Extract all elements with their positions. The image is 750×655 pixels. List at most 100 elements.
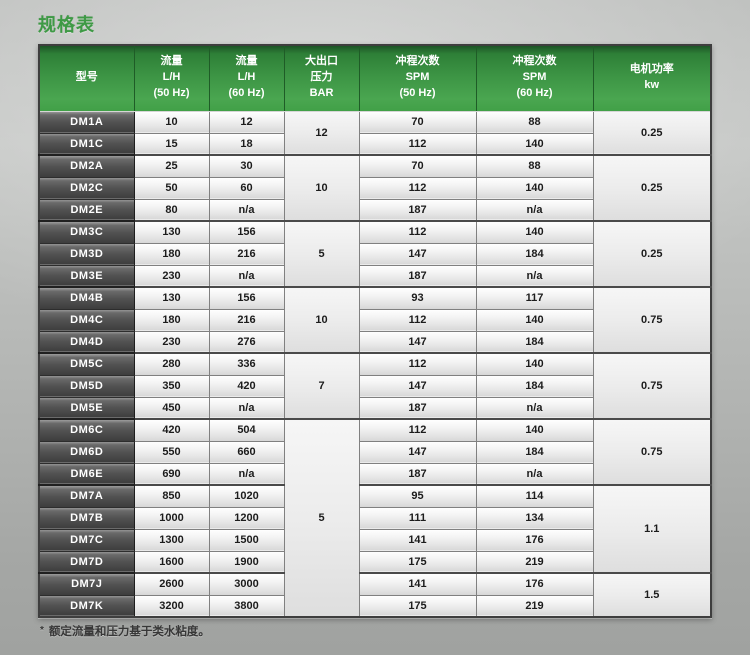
table-row: DM7D 1600 1900 175 219: [39, 550, 711, 574]
footnote: * 额定流量和压力基于类水粘度。: [40, 623, 210, 639]
column-header-pressure-bar: 大出口 压力 BAR: [284, 45, 360, 112]
column-header-model: 型号: [39, 45, 135, 112]
flow-50hz-cell: 1300: [133, 528, 210, 552]
motor-kw-cell: 0.75: [592, 352, 712, 420]
table-row: DM6D 550 660 147 184: [39, 440, 711, 464]
spm-50hz-cell: 112: [358, 418, 477, 442]
spm-60hz-cell: 184: [475, 330, 594, 354]
spm-60hz-cell: 176: [475, 528, 594, 552]
flow-50hz-cell: 280: [133, 352, 210, 376]
motor-kw-cell: 0.75: [592, 418, 712, 486]
flow-60hz-cell: 156: [208, 286, 285, 310]
flow-50hz-cell: 3200: [133, 594, 210, 618]
pressure-bar-cell: 10: [283, 286, 360, 354]
model-cell: DM4D: [39, 331, 135, 354]
spm-50hz-cell: 141: [358, 528, 477, 552]
flow-60hz-cell: n/a: [208, 264, 285, 288]
flow-60hz-cell: n/a: [208, 396, 285, 420]
table-row: DM7C 1300 1500 141 176: [39, 528, 711, 552]
table-row: DM2C 50 60 112 140: [39, 176, 711, 200]
model-cell: DM3E: [39, 265, 135, 288]
spm-60hz-cell: 176: [475, 572, 594, 596]
flow-50hz-cell: 420: [133, 418, 210, 442]
spm-60hz-cell: 140: [475, 220, 594, 244]
spm-50hz-cell: 187: [358, 396, 477, 420]
flow-50hz-cell: 1000: [133, 506, 210, 530]
spm-60hz-cell: 184: [475, 242, 594, 266]
spm-60hz-cell: 140: [475, 132, 594, 156]
model-cell: DM7C: [39, 529, 135, 552]
column-header-flow-50hz: 流量 L/H (50 Hz): [134, 45, 210, 112]
table-row: DM4B 130 156 10 93 117 0.75: [39, 286, 712, 354]
spec-table: 型号 流量 L/H (50 Hz) 流量 L/H (60 Hz) 大出口 压力 …: [38, 44, 712, 618]
column-header-motor-kw: 电机功率 kw: [593, 45, 711, 112]
model-cell: DM6D: [39, 441, 135, 464]
model-cell: DM4B: [39, 286, 135, 310]
pressure-bar-cell: 5: [283, 220, 360, 288]
model-cell: DM6E: [39, 463, 135, 486]
flow-50hz-cell: 130: [133, 286, 210, 310]
spm-60hz-cell: n/a: [475, 198, 594, 222]
flow-60hz-cell: 30: [208, 154, 285, 178]
spm-50hz-cell: 111: [358, 506, 477, 530]
spm-60hz-cell: 219: [475, 550, 594, 574]
spm-50hz-cell: 147: [358, 330, 477, 354]
spm-60hz-cell: 140: [475, 352, 594, 376]
flow-50hz-cell: 230: [133, 264, 210, 288]
flow-60hz-cell: 12: [208, 110, 285, 134]
flow-50hz-cell: 80: [133, 198, 210, 222]
motor-kw-cell: 1.5: [592, 572, 712, 618]
table-row: DM4C 180 216 112 140: [39, 308, 711, 332]
table-row: DM5E 450 n/a 187 n/a: [39, 396, 711, 420]
spm-60hz-cell: n/a: [475, 396, 594, 420]
table-row: DM2A 25 30 10 70 88 0.25: [39, 154, 712, 222]
spm-50hz-cell: 141: [358, 572, 477, 596]
table-row: DM6E 690 n/a 187 n/a: [39, 462, 711, 486]
flow-60hz-cell: 504: [208, 418, 285, 442]
spm-60hz-cell: n/a: [475, 462, 594, 486]
model-cell: DM2E: [39, 199, 135, 222]
spm-50hz-cell: 175: [358, 594, 477, 618]
flow-60hz-cell: n/a: [208, 198, 285, 222]
model-cell: DM2C: [39, 177, 135, 200]
flow-50hz-cell: 130: [133, 220, 210, 244]
spec-table-body: DM1A 10 12 12 70 88 0.25 DM1C 15 18 112 140 DM2A 25 30…: [39, 110, 712, 618]
spm-60hz-cell: n/a: [475, 264, 594, 288]
table-row: DM5C 280 336 7 112 140 0.75: [39, 352, 712, 420]
model-cell: DM6C: [39, 418, 135, 442]
spm-50hz-cell: 112: [358, 308, 477, 332]
motor-kw-cell: 1.1: [592, 484, 712, 574]
model-cell: DM5C: [39, 352, 135, 376]
spm-60hz-cell: 219: [475, 594, 594, 618]
flow-50hz-cell: 180: [133, 242, 210, 266]
model-cell: DM5D: [39, 375, 135, 398]
pressure-bar-cell: 5: [283, 418, 360, 618]
spm-50hz-cell: 147: [358, 242, 477, 266]
spm-50hz-cell: 112: [358, 220, 477, 244]
table-row: DM1A 10 12 12 70 88 0.25: [39, 110, 712, 156]
table-row: DM2E 80 n/a 187 n/a: [39, 198, 711, 222]
spm-60hz-cell: 140: [475, 176, 594, 200]
spm-60hz-cell: 88: [475, 154, 594, 178]
table-row: DM3D 180 216 147 184: [39, 242, 711, 266]
model-cell: DM3C: [39, 220, 135, 244]
spm-50hz-cell: 112: [358, 176, 477, 200]
flow-60hz-cell: 3000: [208, 572, 285, 596]
spm-60hz-cell: 134: [475, 506, 594, 530]
model-cell: DM4C: [39, 309, 135, 332]
flow-50hz-cell: 1600: [133, 550, 210, 574]
model-cell: DM7K: [39, 595, 135, 618]
spm-50hz-cell: 70: [358, 154, 477, 178]
motor-kw-cell: 0.75: [592, 286, 712, 354]
model-cell: DM7D: [39, 551, 135, 574]
footnote-marker: *: [40, 625, 44, 636]
footnote-text: 额定流量和压力基于类水粘度。: [48, 626, 210, 638]
spm-50hz-cell: 95: [358, 484, 477, 508]
table-row: DM6C 420 504 5 112 140 0.75: [39, 418, 712, 618]
flow-50hz-cell: 230: [133, 330, 210, 354]
flow-60hz-cell: 216: [208, 308, 285, 332]
flow-60hz-cell: 3800: [208, 594, 285, 618]
table-row: DM3C 130 156 5 112 140 0.25: [39, 220, 712, 288]
model-cell: DM3D: [39, 243, 135, 266]
